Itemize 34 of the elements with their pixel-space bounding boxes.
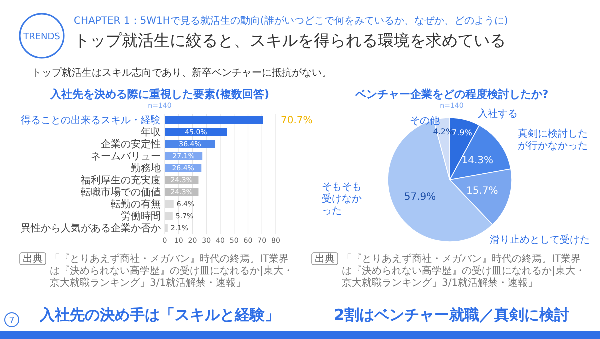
data-label: 15.7% xyxy=(466,186,498,198)
text: CHAPTER 1：5W1Hで見る就活生の動向(誰がいつどこで何をみているか、なぜか、どのように) xyxy=(74,15,508,27)
y-tick-label: 労働時間 xyxy=(121,210,161,222)
text: トップ就活生に絞ると、スキルを得られる環境を求めている xyxy=(74,31,506,50)
y-tick-label: 転職市場での価値 xyxy=(81,186,161,198)
bar xyxy=(165,116,264,124)
data-label: 70.7% xyxy=(281,116,313,126)
y-tick-label: 年収 xyxy=(141,126,161,138)
data-label: 57.9% xyxy=(404,192,436,204)
y-tick-label: 勤務地 xyxy=(131,162,161,174)
y-tick-label: ネームバリュー xyxy=(91,152,161,162)
slice-label: 滑り止めとして受けた xyxy=(490,234,590,246)
slice-label: そもそも受けなかった xyxy=(322,182,362,217)
slice-label: その他 xyxy=(410,115,440,127)
text: 入社先の決め手は「スキルと経験」 xyxy=(39,306,280,324)
y-tick-label: 得ることの出来るスキル・経験 xyxy=(21,114,161,126)
text: TRENDS xyxy=(22,32,61,42)
text: 「『とりあえず商社・メガバン』時代の終焉。IT業界は『決められない高学歴』の受け皿になれるか|東大・京大就職ランキング」3/1就活解禁・速報」 xyxy=(342,253,586,289)
chart-title: 入社先を決める際に重視した要素(複数回答) xyxy=(49,88,270,101)
data-label: 14.3% xyxy=(462,156,494,167)
y-tick-label: 転勤の有無 xyxy=(111,198,161,210)
text: 7 xyxy=(9,316,15,326)
y-tick-label: 福利厚生の充実度 xyxy=(81,174,161,186)
chart-title: ベンチャー企業をどの程度検討したか? xyxy=(354,88,549,101)
text: 2割はベンチャー就職／真剣に検討 xyxy=(334,306,570,324)
text: 「『とりあえず商社・メガバン』時代の終焉。IT業界は『決められない高学歴』の受け皿になれるか|東大・京大就職ランキング」3/1就活解禁・速報」 xyxy=(50,253,294,289)
text: 出典 xyxy=(315,253,335,265)
text: 出典 xyxy=(23,253,43,265)
text: トップ就活生はスキル志向であり、新卒ベンチャーに抵抗がない。 xyxy=(32,67,332,79)
slice-label: 真剣に検討したが行かなかった xyxy=(518,128,588,152)
y-tick-label: 企業の安定性 xyxy=(101,138,161,150)
slice-label: 入社する xyxy=(478,108,518,120)
y-tick-label: 異性から人気がある企業か否か xyxy=(21,222,161,234)
data-label: 7.9% xyxy=(452,128,473,138)
